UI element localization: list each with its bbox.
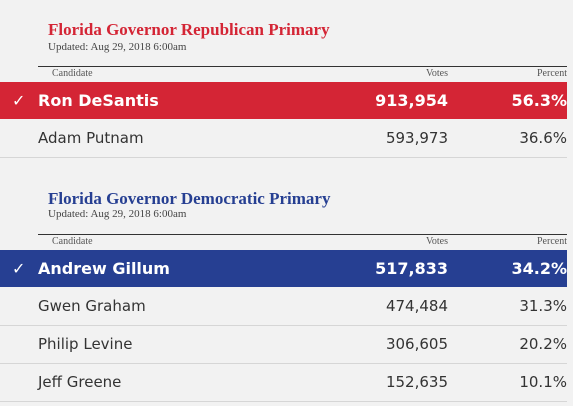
winner-row: ✓ Ron DeSantis 913,954 56.3% <box>0 82 567 119</box>
candidate-column-header: Candidate <box>52 236 93 247</box>
candidate-row: Philip Levine 306,605 20.2% <box>0 326 567 364</box>
candidate-name: Jeff Greene <box>38 373 122 391</box>
candidate-votes: 517,833 <box>375 259 448 278</box>
candidate-votes: 306,605 <box>385 335 448 353</box>
winner-row: ✓ Andrew Gillum 517,833 34.2% <box>0 250 567 287</box>
updated-timestamp: Updated: Aug 29, 2018 6:00am <box>48 41 187 53</box>
column-header: Candidate Votes Percent <box>38 234 567 248</box>
candidate-name: Andrew Gillum <box>38 259 170 278</box>
candidate-row: Gwen Graham 474,484 31.3% <box>0 288 567 326</box>
race-title: Florida Governor Republican Primary <box>48 20 330 39</box>
candidate-name: Gwen Graham <box>38 297 146 315</box>
candidate-votes: 593,973 <box>385 129 448 147</box>
candidate-row: Adam Putnam 593,973 36.6% <box>0 120 567 158</box>
percent-column-header: Percent <box>537 68 567 79</box>
candidate-percent: 36.6% <box>519 129 567 147</box>
votes-column-header: Votes <box>425 68 448 79</box>
candidate-percent: 10.1% <box>519 373 567 391</box>
candidate-votes: 152,635 <box>385 373 448 391</box>
votes-column-header: Votes <box>425 236 448 247</box>
candidate-column-header: Candidate <box>52 68 93 79</box>
column-header: Candidate Votes Percent <box>38 66 567 80</box>
check-icon: ✓ <box>12 259 26 278</box>
candidate-percent: 20.2% <box>519 335 567 353</box>
race-title: Florida Governor Democratic Primary <box>48 189 331 208</box>
check-icon: ✓ <box>12 91 26 110</box>
candidate-votes: 913,954 <box>375 91 448 110</box>
candidate-votes: 474,484 <box>385 297 448 315</box>
candidate-percent: 31.3% <box>519 297 567 315</box>
candidate-name: Adam Putnam <box>38 129 144 147</box>
candidate-percent: 56.3% <box>511 91 567 110</box>
candidate-name: Ron DeSantis <box>38 91 159 110</box>
candidate-name: Philip Levine <box>38 335 133 353</box>
updated-timestamp: Updated: Aug 29, 2018 6:00am <box>48 208 187 220</box>
percent-column-header: Percent <box>537 236 567 247</box>
candidate-percent: 34.2% <box>511 259 567 278</box>
candidate-row: Jeff Greene 152,635 10.1% <box>0 364 567 402</box>
